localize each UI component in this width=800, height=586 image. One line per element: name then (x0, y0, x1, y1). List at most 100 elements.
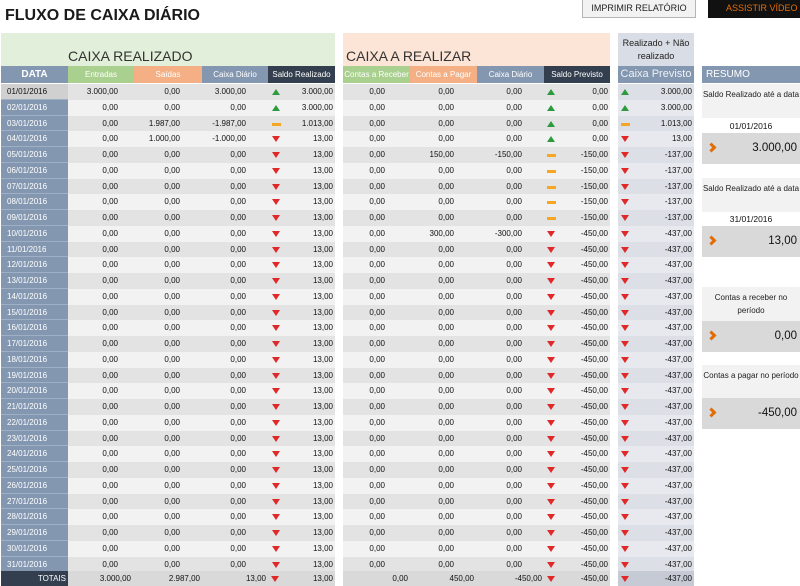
cell-date[interactable]: 07/01/2016 (1, 178, 68, 195)
cell-saidas[interactable]: 0,00 (164, 197, 180, 207)
cell-saldo-realizado[interactable]: 13,00 (268, 305, 335, 321)
cell-contas-pagar[interactable]: 0,00 (438, 181, 454, 191)
cell-saidas[interactable]: 0,00 (164, 87, 180, 96)
cell-contas-pagar[interactable]: 0,00 (438, 87, 454, 96)
cell-caixa-diario-2[interactable]: 0,00 (506, 449, 522, 459)
cell-entradas[interactable]: 0,00 (102, 150, 118, 159)
cell-saldo-previsto[interactable]: -150,00 (544, 210, 610, 226)
cell-caixa-diario-2[interactable]: 0,00 (506, 433, 522, 443)
cell-caixa-diario-2[interactable]: 0,00 (506, 323, 522, 333)
table-row[interactable]: 11/01/2016 0,00 0,00 0,00 13,00 0,00 0,00 0,00 -… (1, 241, 694, 258)
cell-entradas[interactable]: 0,00 (102, 213, 118, 222)
cell-caixa-diario[interactable]: 0,00 (230, 260, 246, 270)
cell-caixa-diario-2[interactable]: -150,00 (494, 150, 522, 159)
cell-contas-pagar[interactable]: 0,00 (438, 354, 454, 364)
cell-saldo-realizado[interactable]: 13,00 (268, 194, 335, 210)
cell-contas-pagar[interactable]: 0,00 (438, 244, 454, 254)
cell-contas-pagar[interactable]: 0,00 (438, 433, 454, 443)
cell-saidas[interactable]: 0,00 (164, 213, 180, 222)
cell-caixa-previsto[interactable]: 3.000,00 (618, 84, 694, 100)
cell-caixa-previsto[interactable]: -437,00 (618, 431, 694, 447)
cell-caixa-diario-2[interactable]: 0,00 (506, 402, 522, 411)
cell-contas-receber[interactable]: 0,00 (369, 276, 385, 285)
cell-saidas[interactable]: 1.987,00 (148, 118, 180, 128)
cell-contas-receber[interactable]: 0,00 (369, 528, 385, 537)
cell-entradas[interactable]: 0,00 (102, 370, 118, 380)
cell-contas-pagar[interactable]: 0,00 (438, 307, 454, 317)
cell-saldo-previsto[interactable]: -150,00 (544, 194, 610, 210)
cell-caixa-diario[interactable]: 0,00 (230, 496, 246, 506)
table-row[interactable]: 30/01/2016 0,00 0,00 0,00 13,00 0,00 0,00 0,00 -… (1, 540, 694, 557)
cell-saldo-realizado[interactable]: 13,00 (268, 557, 335, 573)
table-row[interactable]: 07/01/2016 0,00 0,00 0,00 13,00 0,00 0,00 0,00 -… (1, 178, 694, 195)
cell-caixa-diario[interactable]: -1.000,00 (212, 134, 246, 144)
cell-entradas[interactable]: 0,00 (102, 433, 118, 443)
cell-caixa-diario-2[interactable]: -300,00 (494, 228, 522, 238)
cell-saldo-previsto[interactable]: -450,00 (544, 557, 610, 573)
cell-caixa-previsto[interactable]: -437,00 (618, 541, 694, 557)
cell-contas-receber[interactable]: 0,00 (369, 260, 385, 270)
cell-saldo-previsto[interactable]: -150,00 (544, 179, 610, 195)
cell-saldo-previsto[interactable]: -150,00 (544, 163, 610, 179)
cell-saidas[interactable]: 0,00 (164, 260, 180, 270)
cell-saldo-realizado[interactable]: 3.000,00 (268, 100, 335, 116)
cell-caixa-diario[interactable]: 0,00 (230, 339, 246, 348)
cell-contas-pagar[interactable]: 0,00 (438, 134, 454, 144)
cell-caixa-diario[interactable]: 0,00 (230, 213, 246, 222)
cell-entradas[interactable]: 0,00 (102, 402, 118, 411)
cell-contas-receber[interactable]: 0,00 (369, 213, 385, 222)
table-row[interactable]: 05/01/2016 0,00 0,00 0,00 13,00 0,00 150,00 -15… (1, 147, 694, 163)
cell-saldo-previsto[interactable]: -450,00 (544, 415, 610, 431)
cell-saldo-realizado[interactable]: 13,00 (268, 257, 335, 273)
cell-caixa-diario-2[interactable]: 0,00 (506, 480, 522, 490)
cell-caixa-diario-2[interactable]: 0,00 (506, 102, 522, 112)
table-row[interactable]: 12/01/2016 0,00 0,00 0,00 13,00 0,00 0,00 0,00 -… (1, 257, 694, 273)
cell-contas-receber[interactable]: 0,00 (369, 433, 385, 443)
cell-contas-receber[interactable]: 0,00 (369, 543, 385, 553)
cell-saidas[interactable]: 0,00 (164, 386, 180, 396)
cell-saidas[interactable]: 0,00 (164, 181, 180, 191)
cell-saldo-previsto[interactable]: -450,00 (544, 525, 610, 541)
cell-caixa-previsto[interactable]: -437,00 (618, 320, 694, 336)
cell-saldo-realizado[interactable]: 13,00 (268, 336, 335, 352)
cell-entradas[interactable]: 0,00 (102, 291, 118, 301)
cell-contas-pagar[interactable]: 0,00 (438, 102, 454, 112)
cell-entradas[interactable]: 0,00 (102, 134, 118, 144)
cell-entradas[interactable]: 0,00 (102, 244, 118, 254)
cell-date[interactable]: 28/01/2016 (1, 509, 68, 525)
cell-saldo-realizado[interactable]: 13,00 (268, 478, 335, 494)
table-row[interactable]: 06/01/2016 0,00 0,00 0,00 13,00 0,00 0,00 0,00 -… (1, 162, 694, 179)
cell-saldo-realizado[interactable]: 13,00 (268, 383, 335, 399)
cell-caixa-diario[interactable]: 0,00 (230, 276, 246, 285)
cell-date[interactable]: 31/01/2016 (1, 556, 68, 573)
cell-saldo-realizado[interactable]: 3.000,00 (268, 84, 335, 100)
cell-entradas[interactable]: 0,00 (102, 118, 118, 128)
cell-caixa-diario[interactable]: 0,00 (230, 323, 246, 333)
cell-entradas[interactable]: 0,00 (102, 323, 118, 333)
cell-caixa-diario[interactable]: 0,00 (230, 449, 246, 459)
cell-date[interactable]: 06/01/2016 (1, 162, 68, 179)
cell-saidas[interactable]: 0,00 (164, 528, 180, 537)
cell-caixa-previsto[interactable]: -137,00 (618, 147, 694, 163)
table-row[interactable]: 14/01/2016 0,00 0,00 0,00 13,00 0,00 0,00 0,00 -… (1, 288, 694, 305)
cell-saidas[interactable]: 0,00 (164, 102, 180, 112)
cell-date[interactable]: 10/01/2016 (1, 225, 68, 242)
cell-caixa-diario-2[interactable]: 0,00 (506, 307, 522, 317)
cell-saidas[interactable]: 0,00 (164, 480, 180, 490)
cell-contas-receber[interactable]: 0,00 (369, 102, 385, 112)
cell-saldo-realizado[interactable]: 13,00 (268, 131, 335, 147)
cell-saldo-previsto[interactable]: -450,00 (544, 305, 610, 321)
cell-saidas[interactable]: 0,00 (164, 165, 180, 175)
cell-saldo-previsto[interactable]: 0,00 (544, 84, 610, 100)
cell-date[interactable]: 20/01/2016 (1, 383, 68, 399)
cell-contas-pagar[interactable]: 0,00 (438, 165, 454, 175)
cell-saidas[interactable]: 0,00 (164, 307, 180, 317)
cell-saldo-realizado[interactable]: 13,00 (268, 462, 335, 478)
cell-date[interactable]: 24/01/2016 (1, 446, 68, 462)
table-row[interactable]: 24/01/2016 0,00 0,00 0,00 13,00 0,00 0,00 0,00 -… (1, 446, 694, 462)
cell-date[interactable]: 05/01/2016 (1, 147, 68, 163)
cell-contas-pagar[interactable]: 0,00 (438, 496, 454, 506)
cell-caixa-previsto[interactable]: -437,00 (618, 273, 694, 289)
cell-saldo-realizado[interactable]: 13,00 (268, 179, 335, 195)
cell-date[interactable]: 21/01/2016 (1, 399, 68, 415)
